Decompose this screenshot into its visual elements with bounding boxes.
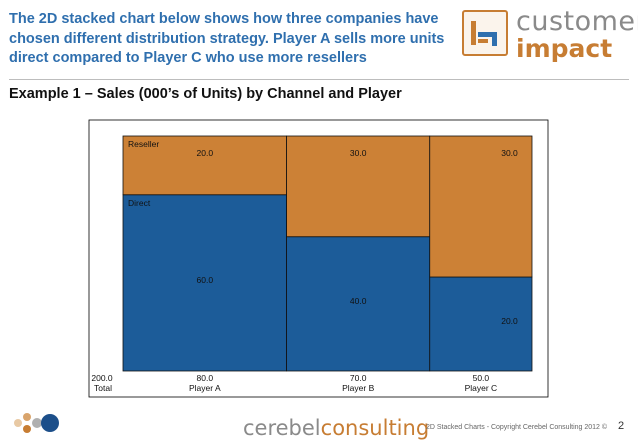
series-label-reseller: Reseller: [128, 139, 159, 149]
data-label-direct-player-a: 60.0: [197, 275, 214, 285]
grand-total-value: 200.0: [91, 373, 113, 383]
logo-word-impact: impact: [516, 34, 613, 63]
bar-reseller-player-b: [286, 135, 431, 238]
data-label-reseller-player-a: 20.0: [197, 148, 214, 158]
category-label-player-b: Player B: [342, 383, 374, 393]
chart-subtitle: Example 1 – Sales (000’s of Units) by Ch…: [9, 86, 402, 102]
grand-total-caption: Total: [94, 383, 112, 393]
headline: The 2D stacked chart below shows how thr…: [9, 11, 445, 66]
data-label-direct-player-c: 20.0: [501, 316, 518, 326]
series-label-direct: Direct: [128, 198, 151, 208]
bar-reseller-player-a: [122, 135, 288, 196]
total-label-player-b: 70.0: [350, 373, 367, 383]
data-label-direct-player-b: 40.0: [350, 296, 367, 306]
footer-brand: cerebelconsulting: [243, 416, 429, 440]
bar-direct-player-c: [429, 276, 533, 372]
bar-reseller-player-c: [429, 135, 533, 278]
footer-brand-consulting: consulting: [320, 416, 430, 440]
logo-word-customer: customer: [516, 6, 638, 37]
total-label-player-a: 80.0: [197, 373, 214, 383]
data-label-reseller-player-c: 30.0: [501, 148, 518, 158]
footer-brand-cerebel: cerebel: [243, 416, 321, 440]
footer-copyright: 2D Stacked Charts - Copyright Cerebel Co…: [426, 424, 608, 431]
data-label-reseller-player-b: 30.0: [350, 148, 367, 158]
bar-direct-player-b: [286, 236, 431, 372]
category-label-player-a: Player A: [189, 383, 221, 393]
customer-impact-logo: customer impact: [462, 6, 638, 76]
header-divider: [9, 79, 629, 80]
footer-dots-logo-icon: [8, 408, 72, 443]
category-label-player-c: Player C: [465, 383, 498, 393]
bar-direct-player-a: [122, 194, 288, 372]
total-label-player-c: 50.0: [473, 373, 490, 383]
page-number: 2: [618, 420, 625, 432]
logo-emblem-icon: [462, 10, 508, 56]
